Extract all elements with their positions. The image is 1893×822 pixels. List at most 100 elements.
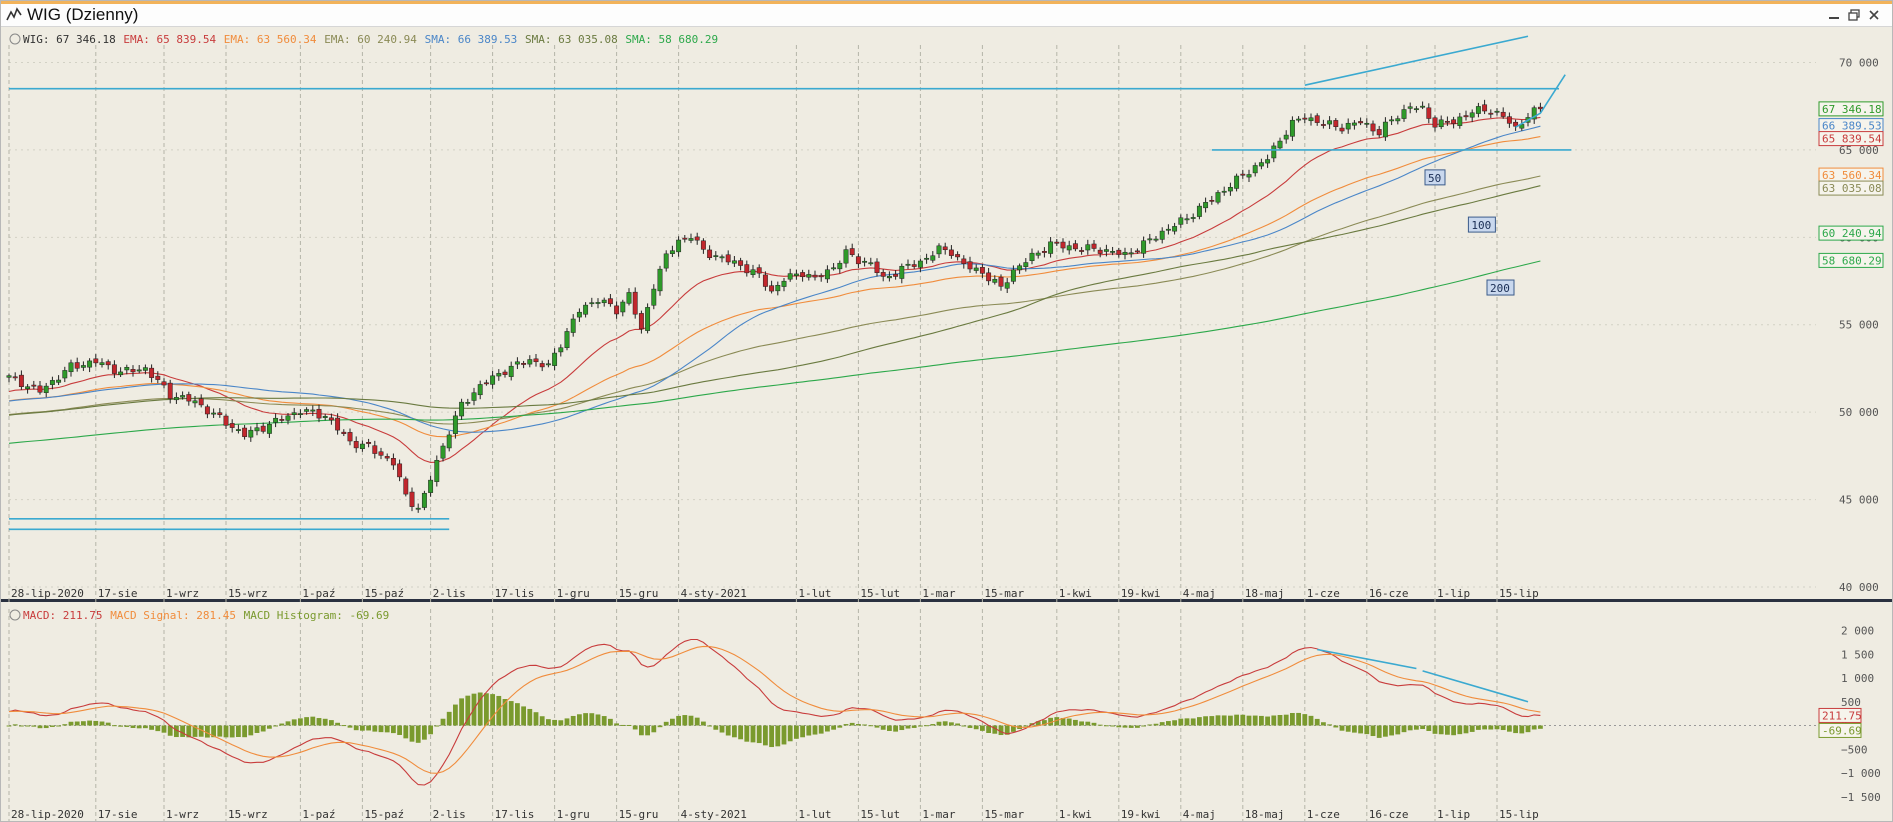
macd-histogram-bar <box>161 725 167 733</box>
candle <box>1345 122 1351 130</box>
macd-histogram-bar <box>12 724 18 726</box>
candle <box>6 375 12 378</box>
candle <box>589 302 595 305</box>
candle <box>812 274 818 278</box>
title-bar: WIG (Dzienny) <box>1 1 1892 27</box>
candle <box>955 254 961 258</box>
macd-histogram-bar <box>1048 717 1053 726</box>
candle <box>192 400 198 404</box>
candle <box>986 272 992 282</box>
macd-histogram-bar <box>546 719 551 726</box>
macd-histogram-bar <box>750 725 756 743</box>
candle <box>136 369 142 372</box>
candle <box>1116 249 1122 255</box>
candle <box>893 273 899 277</box>
candle <box>862 260 868 263</box>
candle <box>428 479 434 493</box>
macd-histogram-bar <box>1265 716 1270 726</box>
macd-histogram-bar <box>837 725 843 728</box>
x-axis-label: 16-cze <box>1369 587 1409 600</box>
candle <box>18 374 24 387</box>
candle <box>217 412 223 415</box>
macd-histogram-bar <box>589 713 595 726</box>
candle <box>1079 250 1085 252</box>
candle <box>849 248 855 255</box>
macd-histogram-bar <box>112 725 117 727</box>
macd-histogram-bar <box>322 718 328 726</box>
candle <box>731 260 737 264</box>
legend-item: MACD: 211.75 <box>23 609 102 622</box>
macd-histogram-bar <box>552 719 557 726</box>
candle <box>682 237 688 240</box>
macd-histogram-bar <box>1321 722 1326 726</box>
macd-histogram-bar <box>701 721 706 726</box>
macd-histogram-bar <box>577 714 582 726</box>
macd-histogram-bar <box>980 725 985 731</box>
macd-histogram-bar <box>198 725 204 737</box>
macd-histogram-bar <box>825 725 830 732</box>
candle <box>1302 117 1308 120</box>
macd-histogram-bar <box>93 720 99 726</box>
candle <box>471 392 477 401</box>
close-icon[interactable] <box>1867 8 1881 22</box>
candle <box>725 254 731 263</box>
macd-histogram-bar <box>1073 719 1078 726</box>
macd-histogram-bar <box>372 725 378 732</box>
restore-icon[interactable] <box>1847 8 1861 22</box>
x-axis-label-macd: 15-wrz <box>228 808 268 821</box>
macd-histogram-bar <box>1178 718 1184 726</box>
macd-histogram-bar <box>217 725 223 737</box>
macd-y-tick-label: 1 500 <box>1841 648 1874 661</box>
x-axis-label-macd: 15-lip <box>1499 808 1539 821</box>
price-tag: 66 389.53 <box>1822 120 1882 133</box>
macd-histogram-bar <box>1302 714 1308 726</box>
macd-histogram-bar <box>316 718 322 726</box>
candle <box>1122 251 1128 255</box>
candle <box>1395 118 1401 122</box>
candle <box>260 425 266 432</box>
candle <box>285 415 291 421</box>
macd-histogram-bar <box>1327 724 1332 726</box>
macd-histogram-bar <box>205 725 210 738</box>
candle <box>322 416 328 418</box>
x-axis-label: 4-maj <box>1183 587 1216 600</box>
macd-histogram-bar <box>1271 715 1277 726</box>
x-axis-label-macd: 1-lut <box>798 808 831 821</box>
macd-histogram-bar <box>1339 725 1345 731</box>
candle <box>1289 119 1295 137</box>
chart-canvas[interactable]: 28-lip-2020 28-lip-2020 17-sie 17-sie 1-wrz 1… <box>1 27 1892 821</box>
macd-histogram-bar <box>440 718 446 726</box>
legend-item: EMA: 65 839.54 <box>123 33 216 46</box>
candle <box>93 358 99 364</box>
macd-histogram-bar <box>434 725 440 727</box>
macd-histogram-bar <box>1116 725 1122 728</box>
x-axis-label-macd: 15-paź <box>364 808 404 821</box>
macd-histogram-bar <box>254 725 260 733</box>
candle <box>1265 159 1271 164</box>
macd-histogram-bar <box>242 725 247 738</box>
macd-histogram-bar <box>1283 714 1289 726</box>
candle <box>353 441 359 449</box>
candle <box>855 256 861 265</box>
candle <box>1432 117 1438 128</box>
candle <box>1531 107 1537 120</box>
x-axis-label: 1-lut <box>798 587 831 600</box>
x-axis-label-macd: 1-kwi <box>1059 808 1092 821</box>
macd-histogram-bar <box>1370 725 1376 737</box>
macd-histogram-bar <box>967 725 973 728</box>
macd-histogram-bar <box>601 716 607 726</box>
macd-histogram-bar <box>192 725 198 737</box>
candle <box>235 429 241 431</box>
candle <box>1184 218 1190 221</box>
macd-histogram-bar <box>99 721 105 726</box>
candle <box>508 365 514 377</box>
candle <box>130 369 136 373</box>
macd-histogram-bar <box>564 718 570 726</box>
period-label: 200 <box>1490 282 1510 295</box>
candle <box>465 402 471 404</box>
candle <box>1333 120 1339 127</box>
minimize-icon[interactable] <box>1827 8 1841 22</box>
period-label-box <box>1486 279 1515 296</box>
macd-histogram-bar <box>366 725 371 731</box>
